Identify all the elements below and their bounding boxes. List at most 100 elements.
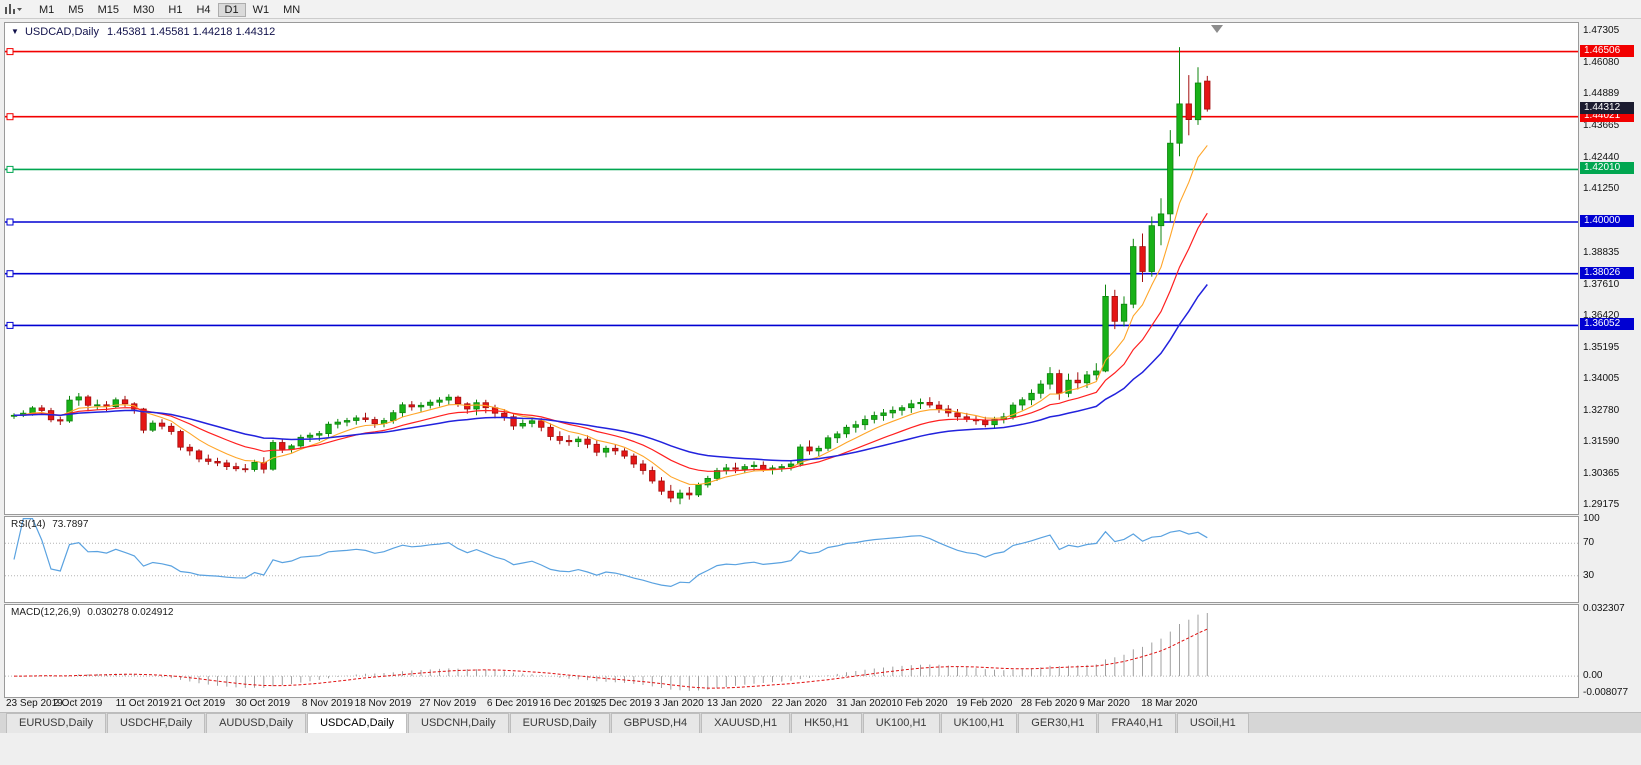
chart-shift-marker[interactable] [1211,25,1223,33]
candlesticks [10,47,1211,505]
hline-price-badge: 1.36052 [1580,318,1634,330]
macd-tick: -0.008077 [1583,687,1629,698]
macd-label: MACD(12,26,9) 0.030278 0.024912 [11,607,174,618]
timeframe-M1-button[interactable]: M1 [39,4,55,16]
rsi-label: RSI(14) 73.7897 [11,519,89,530]
chart-tab-FRA40-H1[interactable]: FRA40,H1 [1098,713,1176,733]
price-tick: 1.44889 [1583,88,1620,99]
macd-chart[interactable] [5,605,1578,697]
chart-type-icon[interactable] [4,3,22,16]
macd-tick: 0.00 [1583,670,1603,681]
rsi-tick: 70 [1583,537,1595,548]
chart-tab-USDCNH-Daily[interactable]: USDCNH,Daily [408,713,509,733]
collapse-arrow-icon[interactable]: ▼ [11,27,19,36]
date-tick: 30 Oct 2019 [235,698,291,709]
date-tick: 9 Mar 2020 [1079,698,1130,709]
chart-tab-USOil-H1[interactable]: USOil,H1 [1176,713,1249,733]
hline-price-badge: 1.42010 [1580,162,1634,174]
date-tick: 6 Dec 2019 [486,698,539,709]
chart-tab-USDCHF-Daily[interactable]: USDCHF,Daily [106,713,206,733]
price-tick: 1.35195 [1583,342,1620,353]
hline-price-badge: 1.46506 [1580,45,1634,57]
timeframe-M15-button[interactable]: M15 [97,4,119,16]
price-axis[interactable]: 1.47305 1.46080 1.44889 1.43665 1.42440 1.412… [1579,0,1641,740]
timeframe-MN-button[interactable]: MN [283,4,301,16]
chart-tab-XAUUSD-H1[interactable]: XAUUSD,H1 [701,713,791,733]
date-tick: 19 Feb 2020 [956,698,1013,709]
ma-15-line [13,212,1208,472]
date-tick: 8 Nov 2019 [301,698,354,709]
macd-histogram [22,613,1208,691]
price-tick: 1.42440 [1583,152,1620,163]
macd-current-values: 0.030278 0.024912 [87,607,174,618]
main-chart-pane[interactable]: ▼ USDCAD,Daily 1.45381 1.45581 1.44218 1… [4,22,1579,515]
chart-tab-GER30-H1[interactable]: GER30,H1 [1018,713,1098,733]
date-tick: 22 Jan 2020 [771,698,827,709]
date-tick: 16 Dec 2019 [539,698,597,709]
hline-handle[interactable] [6,48,14,56]
rsi-current-value: 73.7897 [52,519,89,530]
date-tick: 2 Oct 2019 [53,698,103,709]
date-tick: 10 Feb 2020 [891,698,948,709]
candlestick-chart[interactable] [5,23,1578,514]
rsi-tick: 100 [1583,513,1600,524]
chart-tab-USDCAD-Daily[interactable]: USDCAD,Daily [307,713,408,733]
chart-tab-bar: EURUSD,Daily USDCHF,Daily AUDUSD,Daily USDC… [0,712,1641,733]
current-price-badge: 1.44312 [1580,102,1634,114]
date-tick: 18 Mar 2020 [1141,698,1198,709]
hline-handle[interactable] [6,270,14,278]
timeframe-buttons: M1 M5 M15 M30 H1 H4 D1 W1 MN [32,0,307,18]
timeframe-W1-button[interactable]: W1 [252,4,270,16]
chart-tab-EURUSD-Daily[interactable]: EURUSD,Daily [509,713,610,733]
rsi-line [13,518,1208,588]
price-tick: 1.30365 [1583,468,1620,479]
chart-symbol-label: USDCAD,Daily [24,26,99,38]
hline-handle[interactable] [6,165,14,173]
ma-7-line [13,145,1208,486]
hline-handle[interactable] [6,218,14,226]
chart-tab-HK50-H1[interactable]: HK50,H1 [791,713,862,733]
macd-signal-line [14,628,1208,689]
price-tick: 1.29175 [1583,499,1620,510]
date-tick: 23 Sep 2019 [6,698,63,709]
price-tick: 1.34005 [1583,373,1620,384]
chart-tab-EURUSD-Daily[interactable]: EURUSD,Daily [6,713,106,733]
chart-ohlc-values: 1.45381 1.45581 1.44218 1.44312 [107,26,276,38]
hline-price-badge: 1.40000 [1580,215,1634,227]
macd-indicator-pane[interactable]: MACD(12,26,9) 0.030278 0.024912 [4,604,1579,698]
price-tick: 1.37610 [1583,279,1620,290]
hline-handle[interactable] [6,113,14,121]
rsi-indicator-pane[interactable]: RSI(14) 73.7897 [4,516,1579,603]
date-tick: 31 Jan 2020 [836,698,892,709]
date-axis[interactable]: 23 Sep 2019 2 Oct 2019 11 Oct 2019 21 Oct 2… [4,698,1577,711]
rsi-tick: 30 [1583,570,1595,581]
date-tick: 28 Feb 2020 [1020,698,1078,709]
price-tick: 1.41250 [1583,183,1620,194]
chart-tab-AUDUSD-Daily[interactable]: AUDUSD,Daily [206,713,307,733]
price-tick: 1.36420 [1583,310,1620,321]
chart-tab-UK100-H1[interactable]: UK100,H1 [940,713,1018,733]
date-tick: 11 Oct 2019 [115,698,170,709]
timeframe-M5-button[interactable]: M5 [68,4,84,16]
macd-tick: 0.032307 [1583,603,1625,614]
date-tick: 3 Jan 2020 [654,698,704,709]
date-tick: 18 Nov 2019 [354,698,412,709]
timeframe-H1-button[interactable]: H1 [168,4,183,16]
date-tick: 21 Oct 2019 [170,698,226,709]
timeframe-D1-button[interactable]: D1 [217,3,246,17]
price-tick: 1.31590 [1583,436,1620,447]
price-tick: 1.47305 [1583,25,1620,36]
price-tick: 1.43665 [1583,120,1620,131]
date-tick: 13 Jan 2020 [706,698,763,709]
rsi-chart[interactable] [5,517,1578,602]
price-tick: 1.38835 [1583,247,1620,258]
hline-handle[interactable] [6,321,14,329]
hline-price-badge: 1.38026 [1580,267,1634,279]
chart-tab-UK100-H1[interactable]: UK100,H1 [862,713,940,733]
timeframe-M30-button[interactable]: M30 [132,4,155,16]
chart-tab-GBPUSD-H4[interactable]: GBPUSD,H4 [610,713,701,733]
price-tick: 1.32780 [1583,405,1620,416]
chart-title: ▼ USDCAD,Daily 1.45381 1.45581 1.44218 1… [11,26,275,38]
timeframe-H4-button[interactable]: H4 [196,4,211,16]
